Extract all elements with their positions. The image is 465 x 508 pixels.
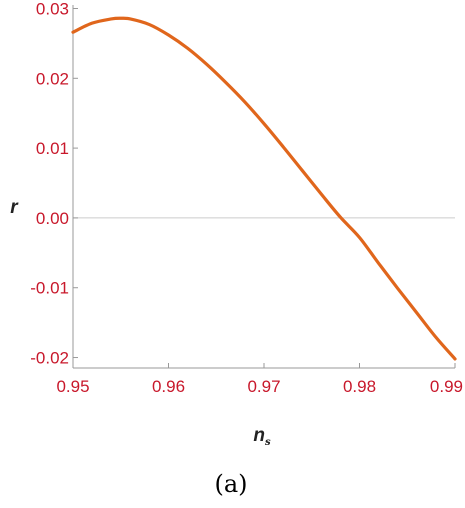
x-tick-label: 0.95 [56, 377, 89, 396]
x-axis-label-main: n [253, 425, 265, 446]
series-line [71, 16, 457, 361]
y-tick-label: -0.02 [30, 349, 69, 368]
x-axis-label-subscript: s [265, 437, 271, 448]
y-axis-label: r [10, 197, 19, 218]
x-ticks: 0.95 0.96 0.97 0.98 0.99 [56, 363, 463, 396]
y-tick-label: 0.03 [36, 0, 69, 18]
y-tick-label: 0.00 [36, 209, 69, 228]
x-tick-label: 0.96 [152, 377, 185, 396]
y-tick-label: 0.01 [36, 139, 69, 158]
figure-caption: (a) [214, 470, 247, 498]
x-tick-label: 0.99 [430, 377, 463, 396]
x-axis-label: ns [253, 425, 271, 448]
x-tick-label: 0.98 [343, 377, 376, 396]
y-ticks: 0.03 0.02 0.01 0.00 -0.01 -0.02 [30, 0, 78, 368]
y-tick-label: -0.01 [30, 279, 69, 298]
x-tick-label: 0.97 [247, 377, 280, 396]
y-tick-label: 0.02 [36, 69, 69, 88]
